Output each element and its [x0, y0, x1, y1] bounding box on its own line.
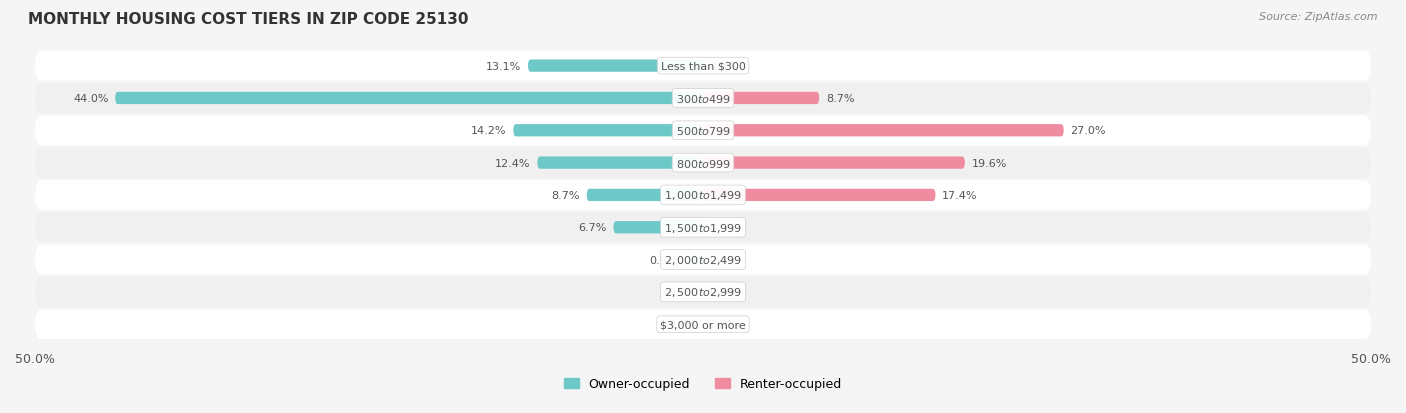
Text: 6.7%: 6.7%	[578, 223, 607, 233]
Text: 8.7%: 8.7%	[551, 190, 581, 200]
Text: Less than $300: Less than $300	[661, 62, 745, 71]
FancyBboxPatch shape	[35, 84, 1371, 114]
Text: $800 to $999: $800 to $999	[675, 157, 731, 169]
FancyBboxPatch shape	[115, 93, 703, 105]
FancyBboxPatch shape	[703, 93, 820, 105]
FancyBboxPatch shape	[703, 125, 1064, 137]
FancyBboxPatch shape	[35, 310, 1371, 339]
FancyBboxPatch shape	[35, 245, 1371, 275]
Text: $3,000 or more: $3,000 or more	[661, 320, 745, 330]
Text: $2,500 to $2,999: $2,500 to $2,999	[664, 286, 742, 299]
Text: $2,000 to $2,499: $2,000 to $2,499	[664, 254, 742, 266]
FancyBboxPatch shape	[586, 189, 703, 202]
Text: 0.0%: 0.0%	[710, 62, 738, 71]
Text: 13.1%: 13.1%	[486, 62, 522, 71]
Text: $300 to $499: $300 to $499	[675, 93, 731, 104]
FancyBboxPatch shape	[703, 157, 965, 169]
Text: $1,500 to $1,999: $1,500 to $1,999	[664, 221, 742, 234]
FancyBboxPatch shape	[35, 116, 1371, 146]
FancyBboxPatch shape	[690, 254, 703, 266]
FancyBboxPatch shape	[703, 189, 935, 202]
Text: MONTHLY HOUSING COST TIERS IN ZIP CODE 25130: MONTHLY HOUSING COST TIERS IN ZIP CODE 2…	[28, 12, 468, 27]
Text: 0.0%: 0.0%	[710, 223, 738, 233]
Text: 27.0%: 27.0%	[1070, 126, 1107, 136]
Text: 12.4%: 12.4%	[495, 158, 530, 168]
Text: 19.6%: 19.6%	[972, 158, 1007, 168]
FancyBboxPatch shape	[35, 148, 1371, 178]
Text: 17.4%: 17.4%	[942, 190, 977, 200]
FancyBboxPatch shape	[35, 52, 1371, 81]
Text: 0.0%: 0.0%	[710, 320, 738, 330]
FancyBboxPatch shape	[513, 125, 703, 137]
Text: 0.0%: 0.0%	[668, 287, 696, 297]
Legend: Owner-occupied, Renter-occupied: Owner-occupied, Renter-occupied	[558, 373, 848, 395]
FancyBboxPatch shape	[529, 60, 703, 73]
Text: 44.0%: 44.0%	[73, 94, 108, 104]
Text: Source: ZipAtlas.com: Source: ZipAtlas.com	[1260, 12, 1378, 22]
FancyBboxPatch shape	[35, 213, 1371, 242]
FancyBboxPatch shape	[35, 278, 1371, 307]
FancyBboxPatch shape	[537, 157, 703, 169]
Text: 0.0%: 0.0%	[710, 287, 738, 297]
Text: 8.7%: 8.7%	[825, 94, 855, 104]
Text: 0.91%: 0.91%	[648, 255, 685, 265]
Text: $500 to $799: $500 to $799	[675, 125, 731, 137]
Text: 0.0%: 0.0%	[668, 320, 696, 330]
Text: $1,000 to $1,499: $1,000 to $1,499	[664, 189, 742, 202]
Text: 0.0%: 0.0%	[710, 255, 738, 265]
FancyBboxPatch shape	[613, 222, 703, 234]
Text: 14.2%: 14.2%	[471, 126, 506, 136]
FancyBboxPatch shape	[35, 180, 1371, 210]
